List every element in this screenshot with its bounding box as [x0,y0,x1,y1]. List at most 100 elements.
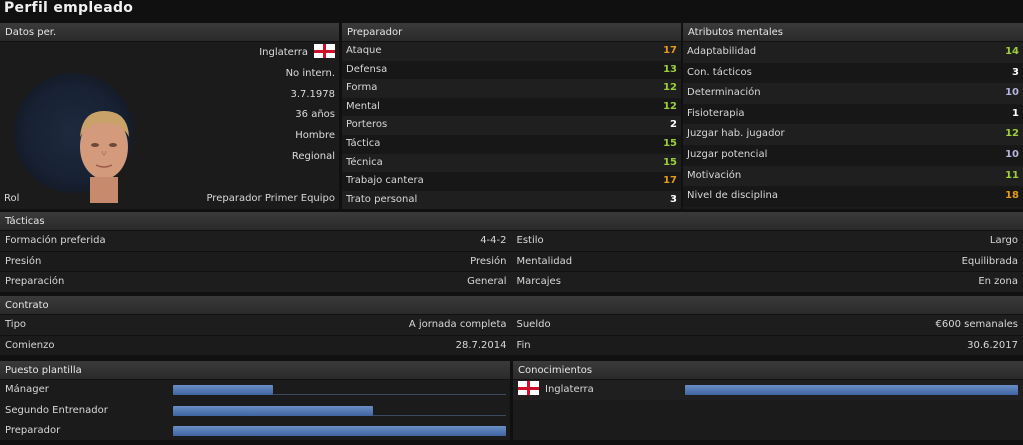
attribute-value: 15 [663,156,677,168]
field-value: A jornada completa [408,319,507,330]
field-value: 4-4-2 [480,235,507,246]
attribute-value: 13 [663,63,677,75]
attribute-label: Motivación [687,169,742,181]
personal-data-list: Inglaterra No intern. 3.7.1978 36 años H… [137,43,337,168]
attribute-value: 17 [663,175,677,187]
gender: Hombre [295,130,335,142]
field-label: Sueldo [516,319,551,330]
field-label: Preparación [5,276,65,287]
attribute-value: 1 [1012,107,1019,119]
knowledge-label: Inglaterra [545,384,594,395]
attribute-value: 2 [670,119,677,131]
role-value: Preparador Primer Equipo [206,193,335,204]
role-suitability-label: Segundo Entrenador [5,404,108,416]
england-flag-icon [518,381,539,395]
contract-row: Comienzo 28.7.2014 Fin 30.6.2017 [0,336,1023,356]
portrait-area [4,47,164,203]
field-value: Presión [470,255,507,267]
attribute-value: 12 [1005,128,1019,140]
attribute-label: Táctica [346,137,381,149]
mental-attributes-header: Atributos mentales [683,23,1023,42]
tactics-header: Tácticas [0,212,1023,231]
attribute-label: Nivel de disciplina [687,190,778,202]
squad-role-header: Puesto plantilla [0,361,510,380]
england-flag-icon [314,44,335,58]
attribute-row: Adaptabilidad 14 [683,42,1023,63]
personal-data-panel: Datos per. Inglaterra No intern. 3.7.197… [0,23,339,209]
field-label: Fin [516,339,531,351]
knowledge-row: Inglaterra [513,380,1023,400]
attribute-value: 12 [663,82,677,94]
attribute-label: Adaptabilidad [687,46,757,57]
attribute-row: Defensa 13 [342,60,681,80]
attribute-row: Técnica 15 [342,153,681,173]
role-suitability-fill [173,385,273,395]
field-label: Formación preferida [5,235,106,246]
attribute-row: Juzgar potencial 10 [683,144,1023,166]
mental-attributes-panel: Atributos mentales Adaptabilidad 14 Con. … [683,23,1023,209]
contract-header: Contrato [0,296,1023,315]
knowledge-bar [685,385,1018,395]
role-suitability-row: Preparador [0,421,510,442]
attribute-row: Determinación 10 [683,83,1023,104]
role-suitability-fill [173,426,506,436]
role-suitability-label: Preparador [5,425,61,436]
attribute-value: 12 [663,100,677,112]
level: Regional [291,150,335,162]
attribute-value: 17 [663,45,677,56]
role-suitability-row: Segundo Entrenador [0,401,510,422]
tactics-row: Formación preferida 4-4-2 Estilo Largo [0,231,1023,252]
attribute-value: 3 [1012,66,1019,78]
attribute-label: Con. tácticos [687,66,752,78]
attribute-value: 10 [1005,87,1019,99]
attribute-row: Motivación 11 [683,165,1023,187]
knowledge-fill [685,385,1018,395]
tactics-panel: Tácticas Formación preferida 4-4-2 Estilo… [0,212,1023,293]
contract-panel: Contrato Tipo A jornada completa Sueldo €6… [0,296,1023,356]
role-suitability-bar [173,385,506,395]
role-suitability-row: Mánager [0,380,510,401]
attribute-row: Mental 12 [342,97,681,117]
attribute-label: Técnica [346,156,383,168]
role-suitability-bar [173,405,506,416]
attribute-label: Juzgar hab. jugador [687,128,785,140]
field-label: Comienzo [5,339,55,351]
attribute-value: 18 [1005,190,1019,202]
attribute-value: 14 [1005,46,1019,57]
attribute-value: 11 [1005,169,1019,181]
field-label: Estilo [516,235,544,246]
international-status: No intern. [285,67,335,79]
role-suitability-fill [173,405,373,416]
attribute-row: Trabajo cantera 17 [342,172,681,191]
attribute-row: Fisioterapia 1 [683,103,1023,125]
attribute-label: Mental [346,100,380,112]
attribute-label: Determinación [687,87,761,99]
field-value: 28.7.2014 [455,339,507,351]
attribute-label: Porteros [346,119,388,131]
attribute-row: Nivel de disciplina 18 [683,186,1023,207]
attribute-row: Porteros 2 [342,116,681,135]
role-label: Rol [4,193,20,204]
attribute-label: Trato personal [346,193,418,205]
attribute-value: 3 [670,193,677,205]
mental-attributes-list: Adaptabilidad 14 Con. tácticos 3 Determina… [683,42,1023,207]
attribute-label: Ataque [346,45,382,56]
field-value: 30.6.2017 [967,339,1018,351]
attribute-label: Fisioterapia [687,107,745,119]
knowledge-panel: Conocimientos Inglaterra [513,361,1023,440]
attribute-label: Defensa [346,63,388,75]
nationality-value: Inglaterra [259,47,308,58]
attribute-value: 15 [663,137,677,149]
tactics-row: Presión Presión Mentalidad Equilibrada [0,252,1023,272]
field-value: €600 semanales [935,319,1018,330]
attribute-label: Trabajo cantera [346,175,424,187]
attribute-row: Ataque 17 [342,42,681,61]
role-suitability-label: Mánager [5,384,49,395]
field-value: En zona [978,276,1018,287]
staff-portrait [80,111,129,203]
attribute-label: Juzgar potencial [687,148,768,160]
page-title: Perfil empleado [4,0,134,16]
age: 36 años [295,109,335,121]
attribute-value: 10 [1005,148,1019,160]
field-value: Largo [989,235,1018,246]
